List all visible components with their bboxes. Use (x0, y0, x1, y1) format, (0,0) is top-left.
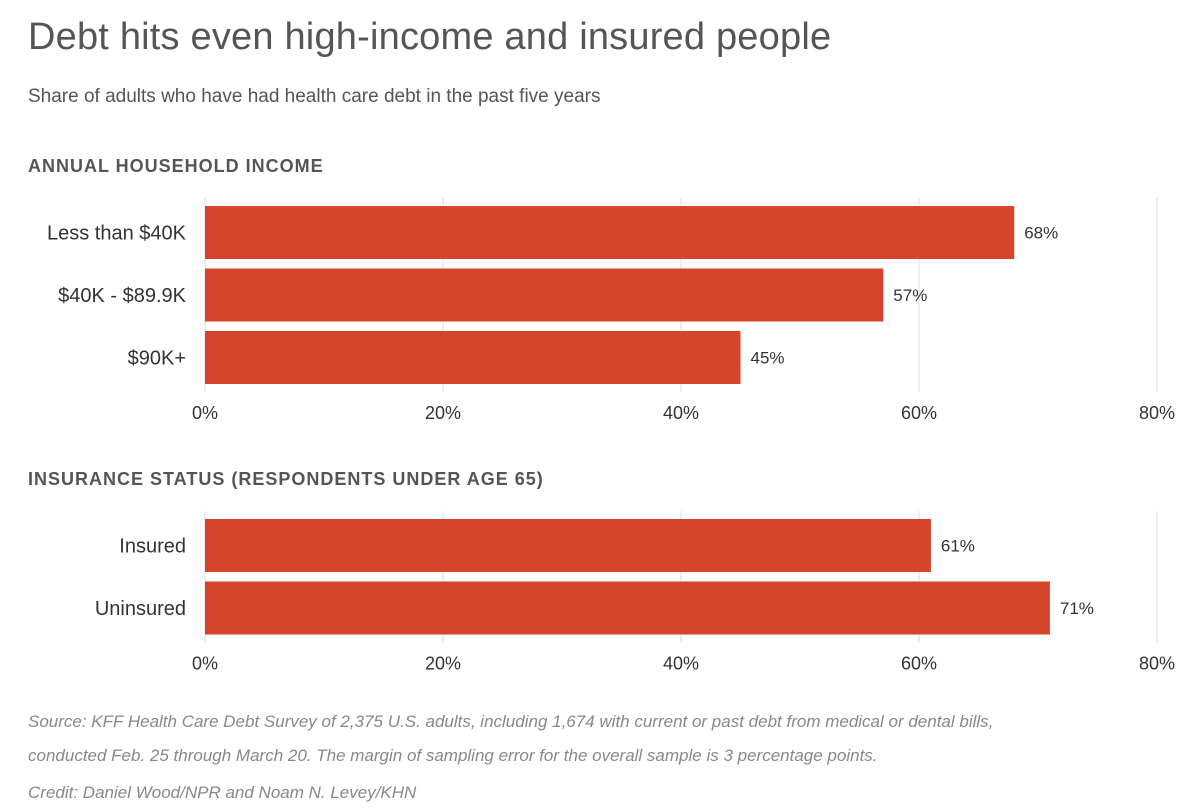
insurance-tick-label: 40% (663, 654, 699, 674)
insurance-bar (205, 519, 931, 572)
income-tick-label: 0% (192, 403, 218, 423)
insurance-section-label: INSURANCE STATUS (RESPONDENTS UNDER AGE … (28, 469, 544, 489)
income-bar (205, 268, 884, 322)
insurance-tick-label: 60% (901, 654, 937, 674)
income-value-label: 45% (751, 349, 785, 368)
income-bar-chart: 0% 20% 40% 60% 80% Less than $40K 68% $40K - $8… (47, 198, 1175, 423)
insurance-bar-chart: 0% 20% 40% 60% 80% Insured 61% Uninsured 71% (95, 511, 1175, 674)
income-category-label: $40K - $89.9K (58, 285, 187, 307)
income-tick-label: 80% (1139, 403, 1175, 423)
income-tick-label: 20% (425, 403, 461, 423)
income-bar (205, 331, 741, 384)
insurance-tick-label: 80% (1139, 654, 1175, 674)
insurance-value-label: 61% (941, 537, 975, 556)
insurance-category-label: Uninsured (95, 598, 186, 620)
income-value-label: 57% (893, 286, 927, 305)
income-value-label: 68% (1024, 224, 1058, 243)
income-category-label: $90K+ (128, 348, 186, 370)
chart-title: Debt hits even high-income and insured p… (28, 16, 832, 58)
insurance-category-label: Insured (119, 536, 186, 558)
income-bar (205, 206, 1015, 259)
chart-subtitle: Share of adults who have had health care… (28, 86, 601, 107)
footer-source-line-2: conducted Feb. 25 through March 20. The … (28, 746, 878, 765)
income-section-label: ANNUAL HOUSEHOLD INCOME (28, 156, 324, 176)
footer-credit: Credit: Daniel Wood/NPR and Noam N. Leve… (28, 783, 417, 802)
income-tick-label: 40% (663, 403, 699, 423)
insurance-tick-label: 20% (425, 654, 461, 674)
income-tick-label: 60% (901, 403, 937, 423)
insurance-value-label: 71% (1060, 599, 1094, 618)
income-category-label: Less than $40K (47, 223, 187, 245)
footer-source-line-1: Source: KFF Health Care Debt Survey of 2… (28, 712, 994, 731)
insurance-bar (205, 581, 1050, 635)
insurance-tick-label: 0% (192, 654, 218, 674)
